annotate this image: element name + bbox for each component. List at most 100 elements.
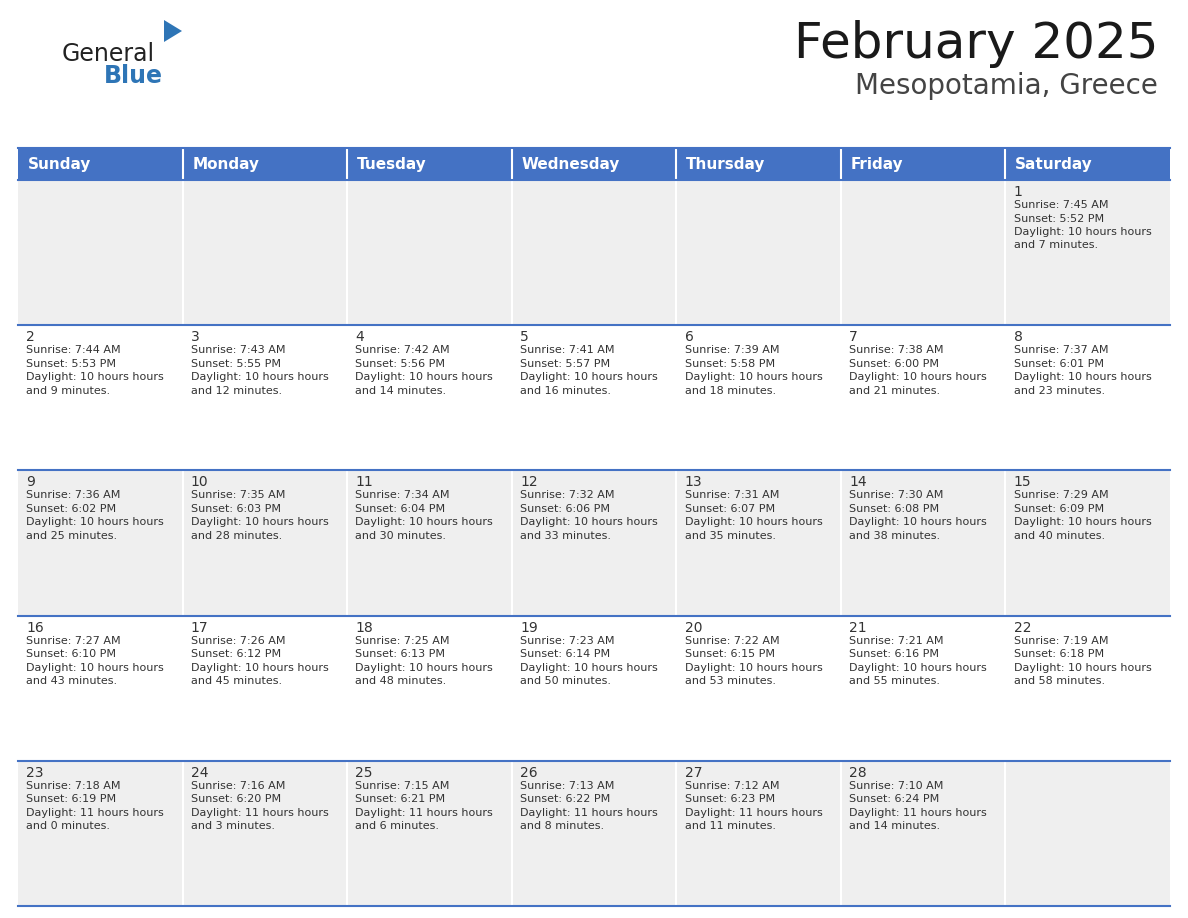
Text: Sunrise: 7:13 AM: Sunrise: 7:13 AM (520, 781, 614, 790)
Text: Daylight: 10 hours hours: Daylight: 10 hours hours (849, 518, 987, 528)
Text: Daylight: 11 hours hours: Daylight: 11 hours hours (191, 808, 329, 818)
Text: Sunrise: 7:29 AM: Sunrise: 7:29 AM (1013, 490, 1108, 500)
Text: and 50 minutes.: and 50 minutes. (520, 676, 611, 686)
Text: Daylight: 10 hours hours: Daylight: 10 hours hours (520, 372, 658, 382)
Text: and 25 minutes.: and 25 minutes. (26, 531, 118, 541)
Text: and 16 minutes.: and 16 minutes. (520, 386, 611, 396)
Bar (512, 761, 676, 906)
Text: Daylight: 11 hours hours: Daylight: 11 hours hours (26, 808, 164, 818)
Bar (18, 761, 183, 906)
Bar (18, 180, 183, 325)
Text: Sunrise: 7:38 AM: Sunrise: 7:38 AM (849, 345, 943, 355)
Text: Daylight: 10 hours hours: Daylight: 10 hours hours (355, 518, 493, 528)
Text: Sunset: 5:53 PM: Sunset: 5:53 PM (26, 359, 116, 369)
Text: 6: 6 (684, 330, 694, 344)
Text: Sunrise: 7:25 AM: Sunrise: 7:25 AM (355, 635, 450, 645)
Text: 23: 23 (26, 766, 44, 779)
Bar (18, 325, 183, 470)
Text: Daylight: 10 hours hours: Daylight: 10 hours hours (191, 663, 329, 673)
Text: Daylight: 10 hours hours: Daylight: 10 hours hours (1013, 663, 1151, 673)
Text: Thursday: Thursday (687, 156, 765, 172)
Text: 2: 2 (26, 330, 34, 344)
Text: Sunset: 6:22 PM: Sunset: 6:22 PM (520, 794, 611, 804)
Text: Sunset: 5:57 PM: Sunset: 5:57 PM (520, 359, 611, 369)
Text: Monday: Monday (192, 156, 259, 172)
Text: Daylight: 10 hours hours: Daylight: 10 hours hours (1013, 372, 1151, 382)
Text: Sunset: 6:00 PM: Sunset: 6:00 PM (849, 359, 939, 369)
Text: Daylight: 11 hours hours: Daylight: 11 hours hours (684, 808, 822, 818)
Text: 7: 7 (849, 330, 858, 344)
Text: Sunrise: 7:37 AM: Sunrise: 7:37 AM (1013, 345, 1108, 355)
Bar (841, 470, 1005, 616)
Bar (347, 325, 512, 470)
Text: 9: 9 (26, 476, 36, 489)
Text: 3: 3 (191, 330, 200, 344)
Bar (676, 470, 841, 616)
Text: 15: 15 (1013, 476, 1031, 489)
Text: and 35 minutes.: and 35 minutes. (684, 531, 776, 541)
Bar (676, 180, 841, 325)
Text: Daylight: 10 hours hours: Daylight: 10 hours hours (26, 663, 164, 673)
Text: and 3 minutes.: and 3 minutes. (191, 822, 274, 832)
Text: Daylight: 10 hours hours: Daylight: 10 hours hours (1013, 227, 1151, 237)
Bar (512, 325, 676, 470)
Text: and 21 minutes.: and 21 minutes. (849, 386, 940, 396)
Text: 11: 11 (355, 476, 373, 489)
Text: Sunrise: 7:32 AM: Sunrise: 7:32 AM (520, 490, 614, 500)
Text: Daylight: 10 hours hours: Daylight: 10 hours hours (684, 663, 822, 673)
Text: Sunset: 6:03 PM: Sunset: 6:03 PM (191, 504, 280, 514)
Bar (1005, 148, 1170, 180)
Text: and 28 minutes.: and 28 minutes. (191, 531, 282, 541)
Text: Sunrise: 7:35 AM: Sunrise: 7:35 AM (191, 490, 285, 500)
Text: 13: 13 (684, 476, 702, 489)
Bar (183, 616, 347, 761)
Text: Sunrise: 7:41 AM: Sunrise: 7:41 AM (520, 345, 614, 355)
Text: and 12 minutes.: and 12 minutes. (191, 386, 282, 396)
Text: Blue: Blue (105, 64, 163, 88)
Text: and 11 minutes.: and 11 minutes. (684, 822, 776, 832)
Text: Daylight: 10 hours hours: Daylight: 10 hours hours (26, 372, 164, 382)
Text: 16: 16 (26, 621, 44, 634)
Text: 24: 24 (191, 766, 208, 779)
Text: Sunrise: 7:45 AM: Sunrise: 7:45 AM (1013, 200, 1108, 210)
Text: 1: 1 (1013, 185, 1023, 199)
Text: and 7 minutes.: and 7 minutes. (1013, 241, 1098, 251)
Bar (676, 148, 841, 180)
Text: Daylight: 10 hours hours: Daylight: 10 hours hours (355, 663, 493, 673)
Text: Sunset: 6:08 PM: Sunset: 6:08 PM (849, 504, 940, 514)
Text: Tuesday: Tuesday (358, 156, 426, 172)
Bar (347, 616, 512, 761)
Bar (841, 148, 1005, 180)
Text: and 14 minutes.: and 14 minutes. (355, 386, 447, 396)
Bar (1005, 470, 1170, 616)
Text: Sunrise: 7:19 AM: Sunrise: 7:19 AM (1013, 635, 1108, 645)
Text: and 55 minutes.: and 55 minutes. (849, 676, 940, 686)
Text: 5: 5 (520, 330, 529, 344)
Text: 19: 19 (520, 621, 538, 634)
Text: Sunday: Sunday (27, 156, 91, 172)
Text: 21: 21 (849, 621, 867, 634)
Text: Sunrise: 7:36 AM: Sunrise: 7:36 AM (26, 490, 121, 500)
Text: Sunrise: 7:34 AM: Sunrise: 7:34 AM (355, 490, 450, 500)
Text: Sunset: 6:01 PM: Sunset: 6:01 PM (1013, 359, 1104, 369)
Text: Sunrise: 7:27 AM: Sunrise: 7:27 AM (26, 635, 121, 645)
Bar (1005, 325, 1170, 470)
Bar (676, 325, 841, 470)
Bar (841, 180, 1005, 325)
Text: Sunrise: 7:31 AM: Sunrise: 7:31 AM (684, 490, 779, 500)
Text: Daylight: 10 hours hours: Daylight: 10 hours hours (684, 518, 822, 528)
Text: Sunset: 6:14 PM: Sunset: 6:14 PM (520, 649, 611, 659)
Bar (347, 761, 512, 906)
Text: Daylight: 10 hours hours: Daylight: 10 hours hours (849, 663, 987, 673)
Text: February 2025: February 2025 (794, 20, 1158, 68)
Bar (18, 616, 183, 761)
Text: Sunset: 6:24 PM: Sunset: 6:24 PM (849, 794, 940, 804)
Text: Sunset: 6:18 PM: Sunset: 6:18 PM (1013, 649, 1104, 659)
Text: and 6 minutes.: and 6 minutes. (355, 822, 440, 832)
Bar (512, 180, 676, 325)
Bar (347, 180, 512, 325)
Text: Daylight: 10 hours hours: Daylight: 10 hours hours (684, 372, 822, 382)
Text: Sunrise: 7:39 AM: Sunrise: 7:39 AM (684, 345, 779, 355)
Text: 17: 17 (191, 621, 208, 634)
Text: Daylight: 10 hours hours: Daylight: 10 hours hours (191, 518, 329, 528)
